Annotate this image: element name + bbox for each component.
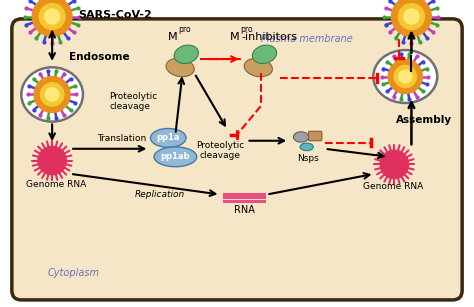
Ellipse shape — [300, 143, 313, 151]
Ellipse shape — [151, 128, 186, 147]
Circle shape — [399, 70, 412, 83]
Text: Translation: Translation — [97, 134, 146, 143]
Text: Plasma membrane: Plasma membrane — [261, 33, 353, 44]
Ellipse shape — [21, 67, 83, 122]
Text: pro: pro — [240, 25, 253, 34]
Ellipse shape — [166, 58, 194, 77]
Text: M: M — [168, 32, 178, 42]
Circle shape — [394, 65, 416, 87]
Text: Cytoplasm: Cytoplasm — [47, 268, 100, 278]
Ellipse shape — [244, 58, 273, 77]
Text: -inhibitors: -inhibitors — [242, 32, 298, 42]
Text: RNA: RNA — [234, 205, 255, 215]
Ellipse shape — [174, 45, 199, 64]
FancyBboxPatch shape — [309, 131, 322, 141]
FancyBboxPatch shape — [12, 19, 462, 300]
Circle shape — [45, 9, 60, 24]
Circle shape — [388, 60, 422, 94]
Text: pro: pro — [178, 25, 191, 34]
Circle shape — [399, 4, 424, 29]
Circle shape — [46, 87, 59, 101]
Text: SARS-CoV-2: SARS-CoV-2 — [78, 10, 152, 20]
Text: Replication: Replication — [135, 190, 185, 199]
Text: Proteolytic
cleavage: Proteolytic cleavage — [109, 92, 157, 111]
Circle shape — [39, 4, 65, 29]
Circle shape — [392, 0, 431, 36]
Ellipse shape — [374, 50, 438, 103]
Circle shape — [34, 76, 70, 112]
Ellipse shape — [154, 147, 197, 167]
Ellipse shape — [252, 45, 277, 64]
Ellipse shape — [293, 132, 309, 142]
Text: Genome RNA: Genome RNA — [26, 180, 86, 189]
Text: Proteolytic
cleavage: Proteolytic cleavage — [196, 141, 245, 160]
Text: Genome RNA: Genome RNA — [363, 182, 423, 191]
Text: Nsps: Nsps — [297, 154, 319, 163]
Circle shape — [40, 83, 64, 106]
Text: Endosome: Endosome — [69, 52, 129, 62]
Text: pp1a: pp1a — [156, 134, 180, 142]
Text: pp1ab: pp1ab — [161, 152, 190, 161]
Circle shape — [32, 0, 72, 36]
Circle shape — [404, 9, 419, 24]
Text: M: M — [230, 32, 239, 42]
Circle shape — [38, 146, 66, 175]
Text: Assembly: Assembly — [396, 115, 452, 126]
Circle shape — [380, 150, 409, 179]
